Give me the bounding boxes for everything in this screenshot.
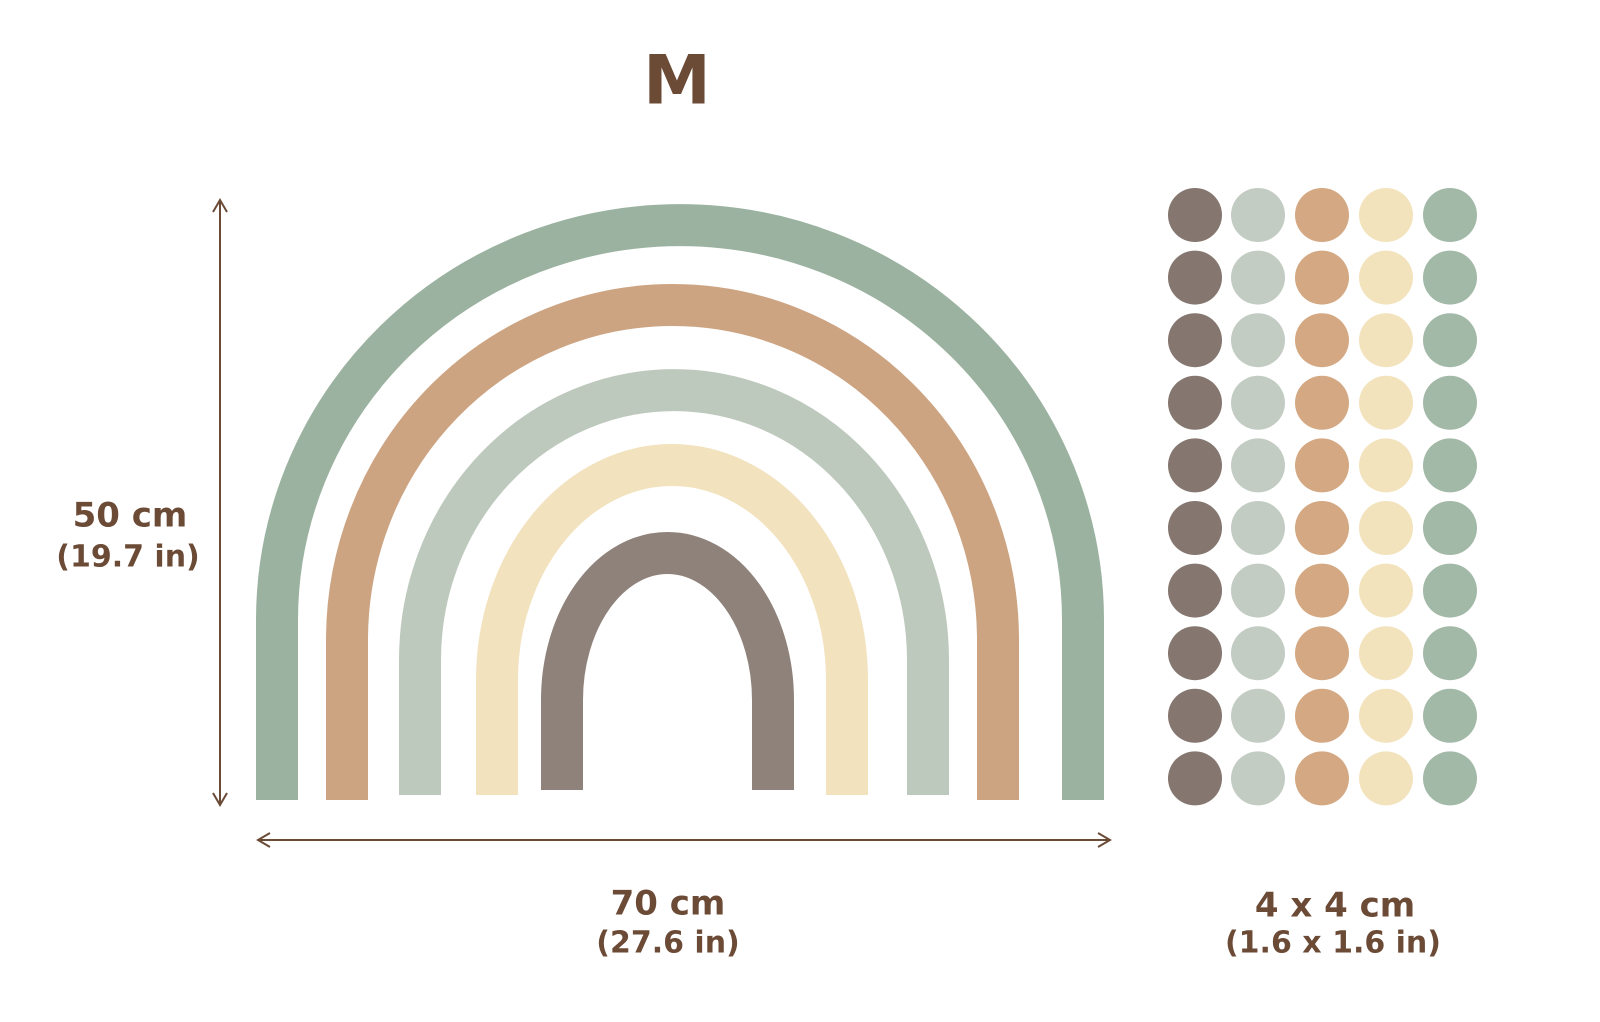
- dot: [1423, 250, 1477, 305]
- dot: [1359, 688, 1413, 743]
- dot: [1295, 375, 1349, 430]
- rainbow: [256, 204, 1104, 800]
- dot: [1231, 438, 1285, 493]
- dot: [1359, 501, 1413, 555]
- height-metric: 50 cm: [73, 496, 188, 536]
- dot: [1295, 438, 1349, 493]
- dot: [1423, 313, 1477, 368]
- dot: [1295, 688, 1349, 743]
- band-green: [256, 204, 1104, 800]
- dot: [1231, 563, 1285, 618]
- dot: [1359, 751, 1413, 806]
- dot: [1231, 626, 1285, 681]
- dot: [1295, 751, 1349, 806]
- dot: [1168, 313, 1222, 368]
- dot: [1423, 626, 1477, 681]
- dot: [1423, 375, 1477, 430]
- dot: [1168, 688, 1222, 743]
- band-cream: [476, 444, 868, 795]
- dot: [1359, 313, 1413, 368]
- band-brown: [541, 532, 794, 790]
- dot: [1423, 188, 1477, 242]
- width-metric: 70 cm: [611, 884, 726, 924]
- dot: [1168, 563, 1222, 618]
- dot: [1359, 438, 1413, 493]
- dot: [1231, 188, 1285, 242]
- band-sage: [399, 369, 949, 795]
- dot: [1231, 688, 1285, 743]
- width-imperial: (27.6 in): [596, 926, 740, 961]
- dot: [1295, 563, 1349, 618]
- dot: [1423, 751, 1477, 806]
- dot: [1168, 375, 1222, 430]
- dot: [1359, 250, 1413, 305]
- height-arrow: [212, 198, 228, 807]
- dot: [1295, 188, 1349, 242]
- dot: [1168, 751, 1222, 806]
- dot: [1295, 626, 1349, 681]
- dot: [1359, 375, 1413, 430]
- dot: [1168, 438, 1222, 493]
- dots-metric: 4 x 4 cm: [1255, 886, 1415, 926]
- dot: [1295, 501, 1349, 555]
- dot: [1295, 250, 1349, 305]
- dot: [1231, 250, 1285, 305]
- size-title: M: [643, 42, 711, 121]
- dot: [1168, 188, 1222, 242]
- dot: [1359, 626, 1413, 681]
- dot: [1423, 438, 1477, 493]
- dot: [1231, 501, 1285, 555]
- dot: [1168, 501, 1222, 555]
- dot-grid: [1168, 188, 1477, 806]
- dot: [1295, 313, 1349, 368]
- dot: [1168, 250, 1222, 305]
- band-tan: [326, 284, 1019, 800]
- dots-imperial: (1.6 x 1.6 in): [1225, 926, 1441, 961]
- dot: [1423, 501, 1477, 555]
- dot: [1231, 751, 1285, 806]
- height-imperial: (19.7 in): [56, 540, 200, 575]
- dot: [1231, 313, 1285, 368]
- dot: [1359, 563, 1413, 618]
- dot: [1423, 688, 1477, 743]
- dot: [1231, 375, 1285, 430]
- dot: [1359, 188, 1413, 242]
- dot: [1168, 626, 1222, 681]
- width-arrow: [256, 832, 1112, 848]
- dot: [1423, 563, 1477, 618]
